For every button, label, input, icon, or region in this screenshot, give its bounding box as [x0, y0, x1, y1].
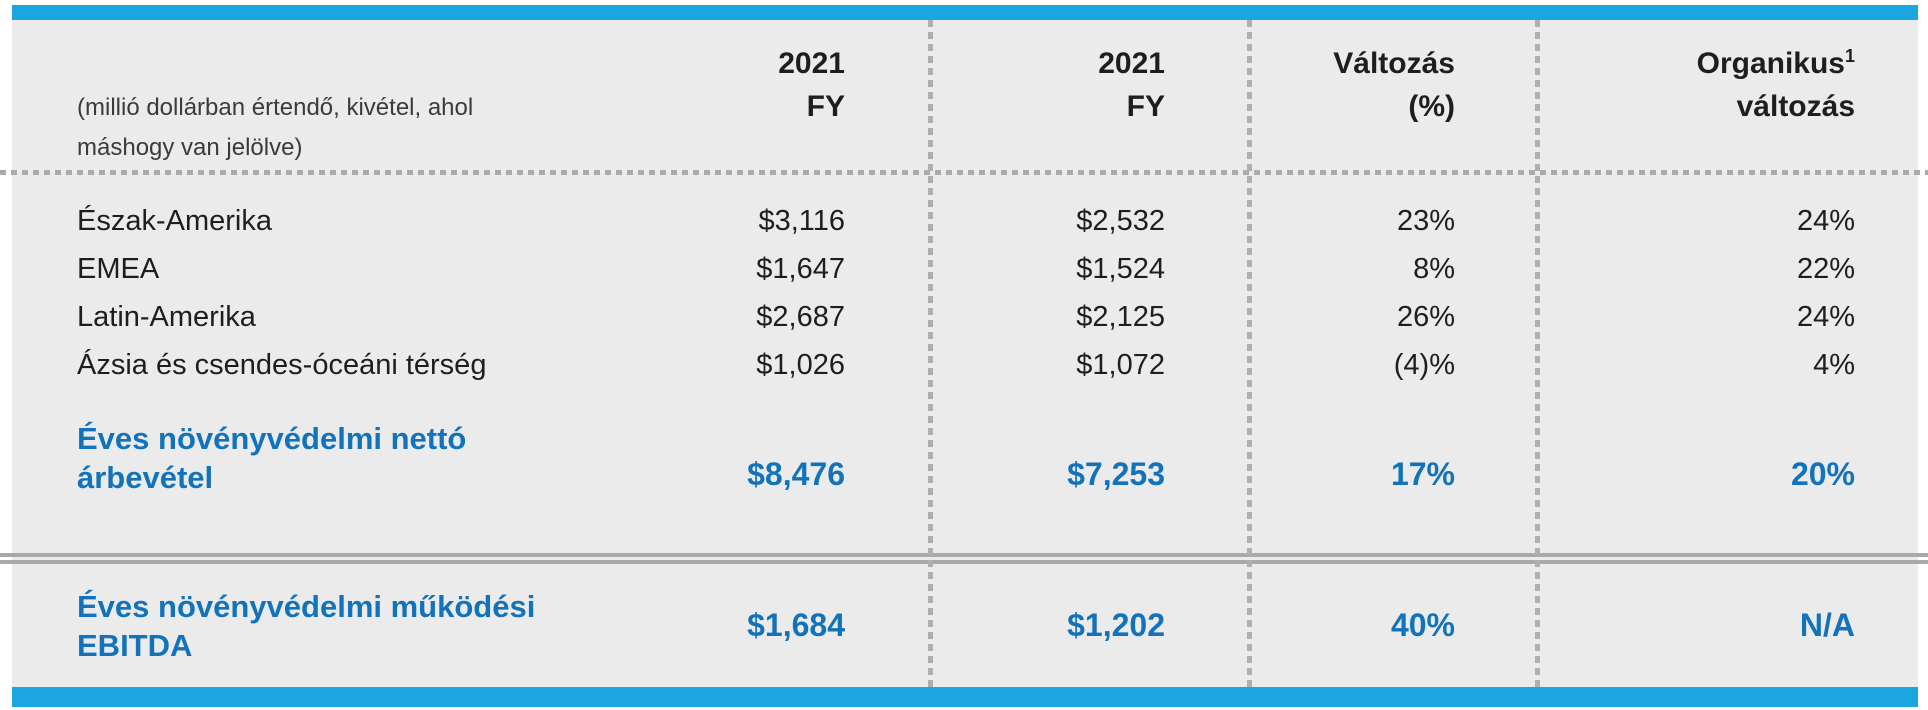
table-row-eszak-amerika: Észak-Amerika $3,116 $2,532 23% 24%	[12, 197, 1918, 245]
total-row-net-sales: Éves növényvédelmi nettó árbevétel $8,47…	[12, 403, 1918, 499]
cell-organic-change: 4%	[1813, 348, 1855, 381]
total-row-label: Éves növényvédelmi nettó árbevétel	[12, 419, 602, 499]
unit-note-line1: (millió dollárban értendő, kivétel, ahol	[77, 94, 474, 121]
bottom-accent-bar	[12, 687, 1918, 707]
section-divider-double-rule	[0, 553, 1928, 564]
row-label: Ázsia és csendes-óceáni térség	[77, 348, 487, 381]
cell-fy-prior: $7,253	[1067, 456, 1165, 492]
total-row-ebitda: Éves növényvédelmi működési EBITDA $1,68…	[12, 564, 1918, 687]
col-header-change-label: Változás	[1333, 47, 1455, 80]
col-header-2021fy-current: 2021 FY	[602, 20, 928, 128]
organic-word: Organikus	[1696, 47, 1845, 80]
col-header-2021fy-prior: 2021 FY	[928, 20, 1247, 128]
cell-change: 26%	[1396, 300, 1455, 333]
col-header-organic-word2: változás	[1736, 90, 1855, 123]
cell-fy-current: $8,476	[747, 456, 845, 492]
cell-change: 8%	[1413, 252, 1455, 285]
total-label-line2: árbevétel	[77, 460, 214, 495]
cell-change: (4)%	[1393, 348, 1455, 381]
cell-fy-prior: $2,532	[1076, 204, 1165, 237]
cell-organic-change: 24%	[1796, 300, 1855, 333]
cell-fy-prior: $1,072	[1076, 348, 1165, 381]
cell-change: 23%	[1396, 204, 1455, 237]
column-separator-3	[1535, 20, 1540, 687]
row-label: EMEA	[77, 252, 160, 285]
cell-organic-change: 24%	[1796, 204, 1855, 237]
ebitda-label-line1: Éves növényvédelmi működési	[77, 588, 536, 624]
header-divider-dotted	[0, 170, 1928, 175]
table-header-row: (millió dollárban értendő, kivétel, ahol…	[12, 20, 1918, 170]
unit-note-line2: máshogy van jelölve)	[77, 134, 303, 161]
table-row-azsia-csendes-oceani: Ázsia és csendes-óceáni térség $1,026 $1…	[12, 341, 1918, 389]
cell-fy-current: $1,026	[756, 348, 845, 381]
cell-fy-prior: $1,524	[1076, 252, 1165, 285]
cell-organic-change: 20%	[1790, 456, 1855, 492]
row-label: Észak-Amerika	[77, 204, 272, 237]
cell-fy-current: $1,647	[756, 252, 845, 285]
col-header-year: 2021	[1098, 47, 1165, 80]
cell-change: 40%	[1390, 607, 1455, 643]
col-header-year: 2021	[778, 47, 845, 80]
footnote-superscript: 1	[1844, 46, 1855, 66]
table-panel: (millió dollárban értendő, kivétel, ahol…	[0, 5, 1928, 707]
table-row-latin-amerika: Latin-Amerika $2,687 $2,125 26% 24%	[12, 293, 1918, 341]
region-rows: Észak-Amerika $3,116 $2,532 23% 24% EMEA…	[12, 175, 1918, 389]
cell-fy-current: $3,116	[758, 204, 845, 237]
ebitda-label-line2: EBITDA	[77, 627, 193, 663]
cell-fy-prior: $2,125	[1076, 300, 1165, 333]
total-label-line1: Éves növényvédelmi nettó	[77, 421, 467, 456]
top-accent-bar	[12, 5, 1918, 20]
col-header-change-unit: (%)	[1408, 90, 1455, 123]
col-header-period: FY	[806, 90, 845, 123]
col-header-organic-change: Organikus1 változás	[1535, 20, 1918, 128]
column-separator-2	[1247, 20, 1252, 687]
column-separator-1	[928, 20, 933, 687]
col-header-organic-label: Organikus1	[1535, 42, 1855, 85]
col-header-change-pct: Változás (%)	[1247, 20, 1535, 128]
col-header-period: FY	[1126, 90, 1165, 123]
row-label: Latin-Amerika	[77, 300, 256, 333]
ebitda-row-label: Éves növényvédelmi működési EBITDA	[12, 587, 602, 665]
cell-organic-change: N/A	[1799, 607, 1855, 643]
cell-fy-prior: $1,202	[1067, 607, 1165, 643]
table-row-emea: EMEA $1,647 $1,524 8% 22%	[12, 245, 1918, 293]
cell-organic-change: 22%	[1796, 252, 1855, 285]
cell-change: 17%	[1390, 456, 1455, 492]
cell-fy-current: $1,684	[747, 607, 845, 643]
unit-note: (millió dollárban értendő, kivétel, ahol…	[12, 88, 602, 170]
cell-fy-current: $2,687	[756, 300, 845, 333]
